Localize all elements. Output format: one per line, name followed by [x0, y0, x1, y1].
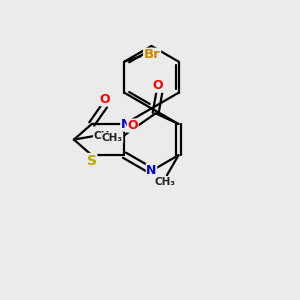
Text: CH₃: CH₃	[155, 177, 176, 187]
Text: CH₃: CH₃	[102, 133, 123, 143]
Text: Br: Br	[144, 48, 160, 61]
Text: O: O	[152, 79, 163, 92]
Text: S: S	[87, 154, 97, 168]
Text: O: O	[100, 93, 110, 106]
Text: O: O	[128, 119, 138, 132]
Text: N: N	[146, 164, 157, 177]
Text: N: N	[121, 118, 131, 131]
Text: CH₃: CH₃	[93, 131, 114, 141]
